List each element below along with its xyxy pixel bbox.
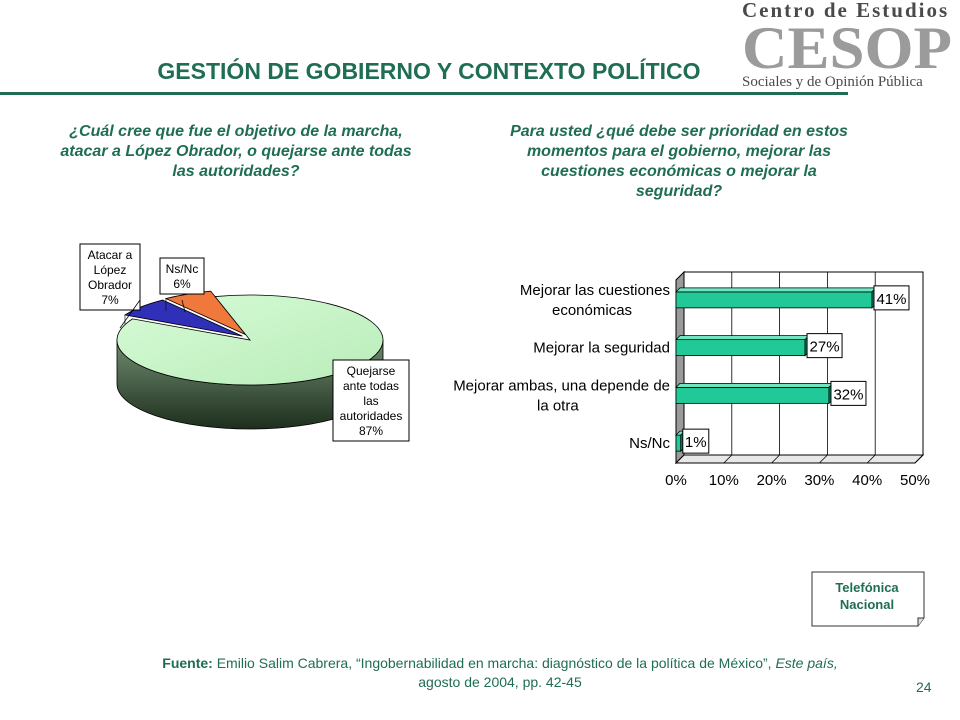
pie-label-text: 6% [173, 277, 191, 291]
source-date: agosto de 2004, pp. 42-45 [418, 674, 582, 690]
bar-category-label: Mejorar la seguridad [533, 340, 670, 357]
source-article: “Ingobernabilidad en marcha: diagnóstico… [355, 655, 772, 671]
pie-label-text: Atacar a [88, 248, 133, 262]
bar-top-face [675, 382, 834, 388]
pie-label-text: Obrador [88, 278, 132, 292]
pie-label-box [332, 359, 410, 442]
bar-tick-label: 30% [804, 472, 834, 489]
bar [675, 291, 873, 309]
bar [675, 434, 682, 452]
bar-tick-label: 20% [757, 472, 787, 489]
question-left: ¿Cuál cree que fue el objetivo de la mar… [60, 123, 412, 180]
pie-label-text: Quejarse [347, 364, 396, 378]
pie-label-text: López [94, 263, 127, 277]
source-citation: Fuente: Emilio Salim Cabrera, “Ingoberna… [70, 654, 930, 692]
source-label: Fuente: [162, 655, 213, 671]
pie-label-text: las [363, 394, 378, 408]
bar-gridline [723, 454, 733, 464]
bar-category-label: Mejorar ambas, una depende de [453, 377, 670, 394]
pie-leader-line [181, 299, 186, 313]
bar-gridline [866, 454, 876, 464]
pie-label-box [159, 257, 205, 295]
source-author: Emilio Salim Cabrera, [216, 655, 353, 671]
pie-label-text: 87% [359, 424, 383, 438]
survey-type-label: Telefónica Nacional [815, 579, 919, 613]
logo-top-text: Centro de Estudios [742, 0, 950, 22]
pie-label-text: 7% [101, 293, 119, 307]
badge-line-1: Telefónica [835, 580, 899, 595]
question-right: Para usted ¿qué debe ser prioridad en es… [510, 123, 848, 200]
pie-label-text: ante todas [343, 379, 399, 393]
source-magazine: Este país, [775, 655, 838, 671]
page-number: 24 [916, 679, 932, 695]
bar-data-label: 32% [833, 386, 863, 403]
bar-top-face [675, 335, 811, 341]
bar-data-label: 1% [685, 434, 707, 451]
bar [675, 386, 830, 404]
bar-data-label-box [873, 285, 910, 311]
badge-line-2: Nacional [839, 597, 895, 612]
page-title: GESTIÓN DE GOBIERNO Y CONTEXTO POLÍTICO [157, 58, 701, 84]
bar-gridline [914, 454, 924, 464]
pie-slice [123, 299, 243, 337]
bar-tick-label: 50% [900, 472, 930, 489]
bar-category-label: la otra [537, 397, 579, 414]
logo-bottom-text: Sociales y de Opinión Pública [742, 74, 923, 90]
bar-data-label: 41% [876, 291, 906, 308]
pie-label-box [79, 243, 141, 311]
bar-category-label: Mejorar las cuestiones [520, 282, 670, 299]
pie-label-text: autoridades [340, 409, 403, 423]
bar-category-label: Ns/Nc [629, 435, 670, 452]
bar-gridline [771, 454, 780, 464]
bar-top-face [675, 287, 877, 293]
bar-data-label-box [682, 428, 710, 454]
bar-tick-label: 0% [665, 472, 687, 489]
bar-data-label-box [806, 333, 843, 359]
pie-label-text: Ns/Nc [166, 262, 199, 276]
bar-tick-label: 10% [709, 472, 739, 489]
bar-gridline [819, 454, 828, 464]
pie-leader-line [119, 299, 141, 329]
bar-floor [674, 454, 925, 464]
header-divider [0, 92, 848, 95]
bar-tick-label: 40% [852, 472, 882, 489]
bar [675, 339, 806, 357]
bar-category-label: económicas [552, 302, 632, 319]
bar-data-label-box [830, 380, 867, 406]
bar-data-label: 27% [810, 339, 840, 356]
